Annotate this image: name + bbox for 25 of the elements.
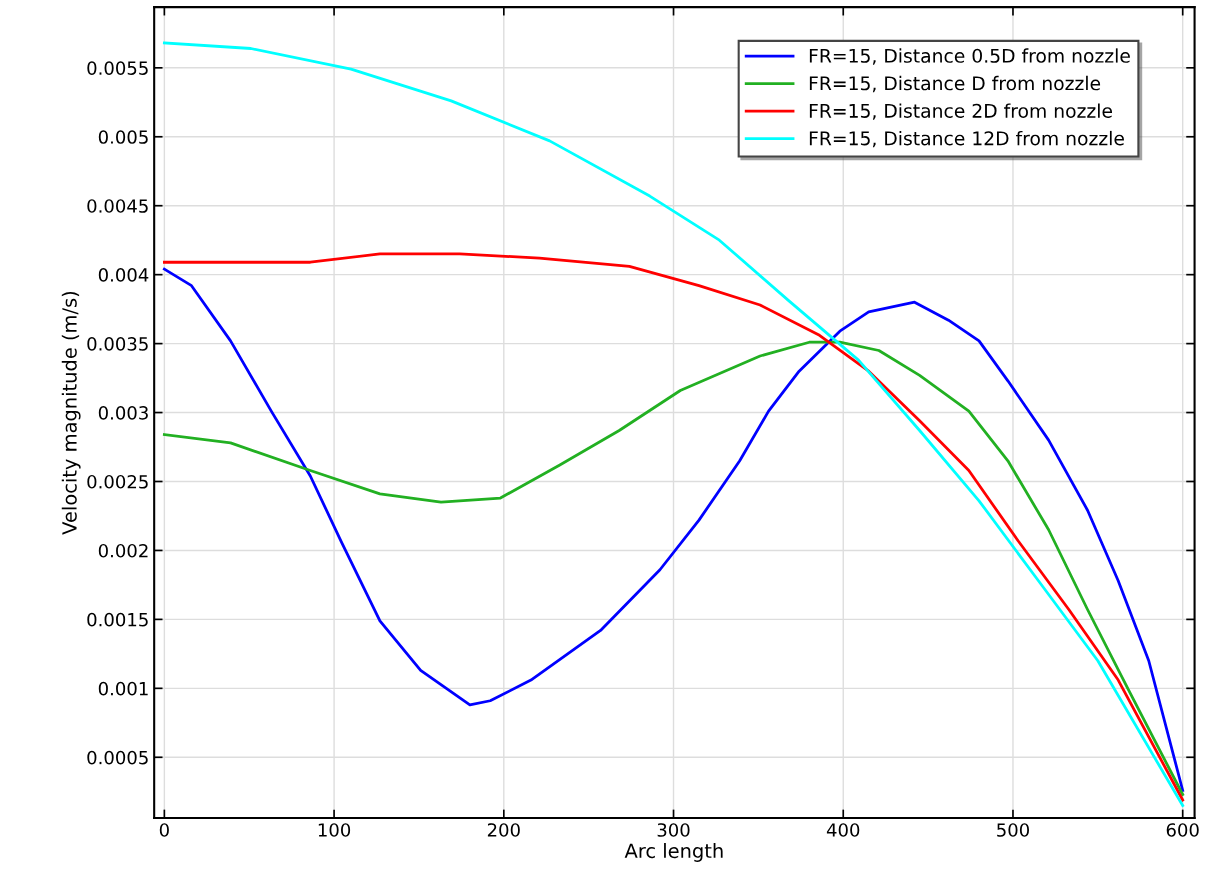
y-tick-label: 0.003	[98, 406, 148, 420]
y-tick-label: 0.0015	[87, 612, 148, 627]
y-tick-label: 0.0035	[87, 337, 148, 351]
x-tick-label: 200	[487, 823, 520, 837]
y-tick-label: 0.0025	[87, 474, 148, 489]
x-tick-label: 0	[159, 823, 169, 837]
y-tick-label: 0.004	[98, 268, 149, 282]
y-tick-label: 0.005	[98, 130, 148, 144]
legend-label: FR=15, Distance 2D from nozzle	[809, 103, 1112, 120]
y-tick-label: 0.002	[98, 543, 148, 558]
line-series	[162, 41, 1185, 807]
y-tick-label: 0.0005	[87, 750, 148, 765]
y-axis-title: Velocity magnitude (m/s)	[61, 291, 81, 535]
x-tick-label: 300	[657, 823, 690, 837]
legend-label: FR=15, Distance 0.5D from nozzle	[809, 48, 1130, 65]
x-tick-label: 600	[1166, 823, 1199, 837]
legend-label: FR=15, Distance D from nozzle	[809, 75, 1101, 93]
x-tick-label: 500	[997, 823, 1030, 837]
y-tick-label: 0.001	[98, 681, 148, 696]
x-axis-title: Arc length	[624, 843, 723, 862]
y-tick-label: 0.0055	[87, 61, 148, 75]
y-tick-label: 0.0045	[87, 199, 148, 213]
x-tick-label: 100	[318, 823, 351, 837]
x-tick-label: 400	[826, 823, 860, 837]
legend-label: FR=15, Distance 12D from nozzle	[809, 130, 1124, 148]
